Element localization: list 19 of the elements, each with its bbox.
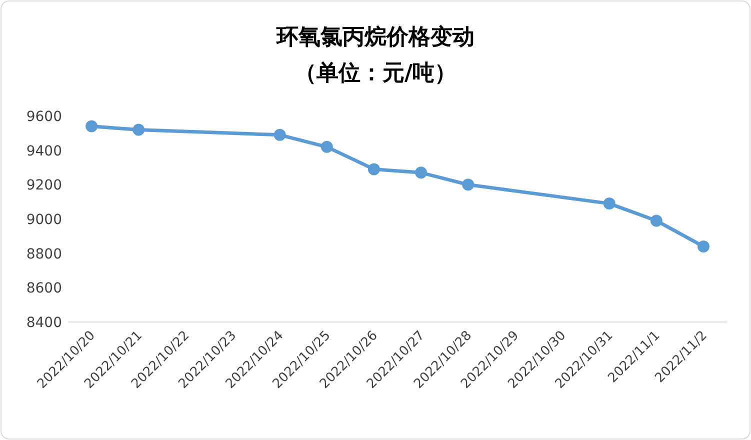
point: [320, 140, 333, 153]
point: [368, 163, 380, 176]
point: [603, 198, 616, 210]
y-tick-label: 9200: [26, 178, 62, 194]
point: [650, 214, 662, 227]
chart-subtitle: （单位：元/吨）: [294, 61, 457, 86]
point: [86, 120, 98, 132]
point: [697, 240, 710, 252]
y-tick-label: 8600: [26, 280, 62, 297]
y-tick-label: 9600: [26, 109, 62, 125]
y-tick-label: 8800: [26, 246, 62, 262]
point: [274, 128, 286, 141]
point: [132, 124, 145, 136]
y-tick-label: 8400: [26, 315, 62, 331]
point: [415, 166, 428, 179]
y-tick-label: 9400: [26, 143, 62, 160]
point: [462, 178, 474, 191]
y-tick-label: 9000: [26, 212, 62, 228]
chart-title: 环氧氯丙烷价格变动: [276, 24, 474, 50]
